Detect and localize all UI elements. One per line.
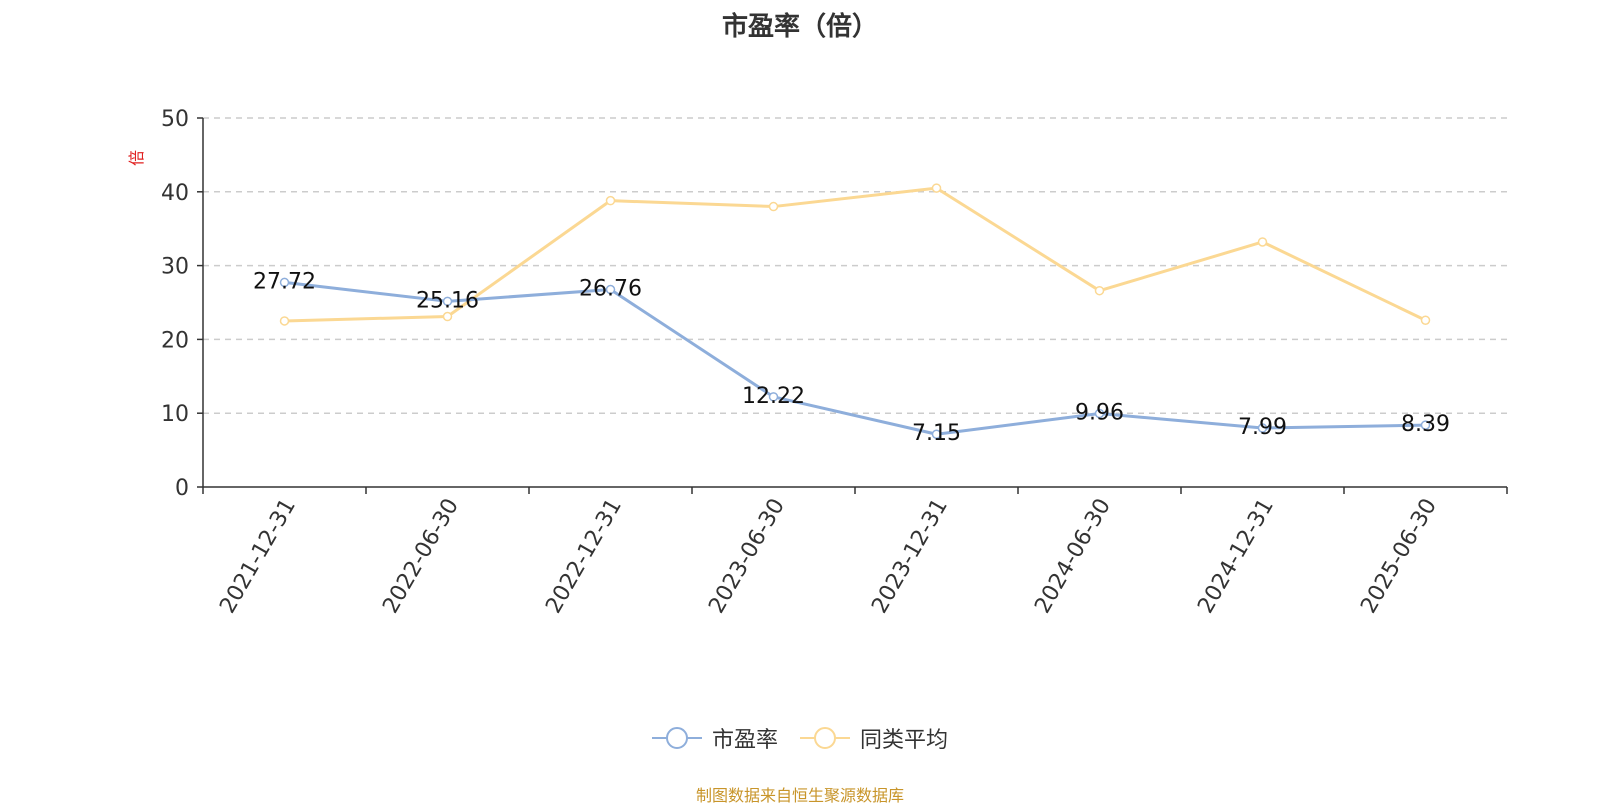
data-point-pe xyxy=(931,429,942,439)
chart-title: 市盈率（倍） xyxy=(721,12,878,42)
x-tick-label: 2023-12-31 xyxy=(867,495,953,618)
x-tick-label: 2023-06-30 xyxy=(704,495,790,618)
y-tick-label: 0 xyxy=(175,476,189,501)
x-tick-label: 2025-06-30 xyxy=(1356,495,1442,618)
data-label-pe: 12.22 xyxy=(742,384,805,409)
data-labels: 27.72 25.16 26.76 12.22 7.15 9.96 7.99 8.39 xyxy=(253,269,1450,446)
data-point-avg xyxy=(1257,237,1268,247)
y-tick-label: 20 xyxy=(161,328,189,353)
y-tick-label: 50 xyxy=(161,107,189,132)
data-point-pe xyxy=(279,277,290,288)
legend-label-avg: 同类平均 xyxy=(860,728,949,753)
data-point-avg xyxy=(279,316,290,326)
data-point-pe xyxy=(1257,423,1268,433)
data-point-avg xyxy=(605,195,616,206)
series-line-pe xyxy=(284,280,1426,436)
data-label-pe: 27.72 xyxy=(253,269,316,294)
axes: 0 10 20 30 40 50 2021-12-31 2022-06-30 2022-12-3… xyxy=(161,107,1508,618)
data-label-pe: 9.96 xyxy=(1075,400,1124,425)
data-point-pe xyxy=(768,392,779,402)
x-tick-label: 2021-12-31 xyxy=(215,495,301,618)
legend-swatch-pe-icon xyxy=(651,727,702,749)
data-point-pe xyxy=(442,296,453,307)
data-point-avg xyxy=(1094,285,1105,296)
grid-lines xyxy=(203,117,1507,414)
legend: 市盈率 同类平均 xyxy=(0,722,1600,754)
legend-item-pe[interactable]: 市盈率 xyxy=(651,722,778,754)
y-tick-label: 10 xyxy=(161,402,189,427)
legend-label-pe: 市盈率 xyxy=(711,728,778,753)
data-point-avg xyxy=(442,311,453,322)
data-point-pe xyxy=(605,284,616,295)
x-tick-label: 2024-06-30 xyxy=(1030,495,1116,618)
data-label-pe: 7.15 xyxy=(912,421,961,446)
y-tick-label: 40 xyxy=(161,181,189,206)
source-note: 制图数据来自恒生聚源数据库 xyxy=(695,786,904,805)
data-point-pe xyxy=(1420,420,1431,430)
data-label-pe: 8.39 xyxy=(1401,412,1450,437)
y-axis-unit-label: 倍 xyxy=(127,150,146,166)
data-label-pe: 26.76 xyxy=(579,277,642,302)
x-tick-label: 2022-12-31 xyxy=(541,495,627,618)
data-point-avg xyxy=(1420,315,1431,325)
data-point-avg xyxy=(768,201,779,212)
data-label-pe: 7.99 xyxy=(1238,415,1287,440)
series-line-avg xyxy=(284,186,1427,323)
data-point-pe xyxy=(1094,408,1105,419)
x-tick-label: 2024-12-31 xyxy=(1193,495,1279,618)
series-lines xyxy=(279,183,1431,439)
legend-item-avg[interactable]: 同类平均 xyxy=(800,722,948,754)
legend-swatch-avg-icon xyxy=(800,727,850,749)
data-point-avg xyxy=(931,183,942,193)
y-tick-label: 30 xyxy=(161,255,189,280)
x-tick-label: 2022-06-30 xyxy=(378,495,464,618)
data-label-pe: 25.16 xyxy=(416,288,479,313)
